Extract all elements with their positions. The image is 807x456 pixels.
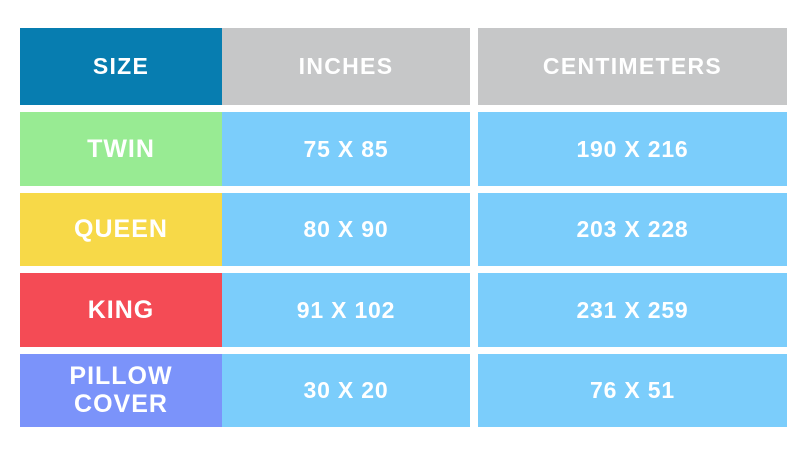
row-queen-centimeters: 203 X 228 xyxy=(478,192,787,266)
row-queen-inches: 80 X 90 xyxy=(222,192,470,266)
row-pillow-cover-centimeters: 76 X 51 xyxy=(478,353,787,427)
row-king-inches: 91 X 102 xyxy=(222,273,470,347)
table-row: QUEEN 80 X 90 203 X 228 xyxy=(20,192,787,266)
row-twin-centimeters: 190 X 216 xyxy=(478,112,787,186)
size-chart-table: SIZE INCHES CENTIMETERS TWIN 75 X 85 190… xyxy=(20,28,787,427)
table-header-row: SIZE INCHES CENTIMETERS xyxy=(20,28,787,105)
table-row: KING 91 X 102 231 X 259 xyxy=(20,273,787,347)
column-header-centimeters: CENTIMETERS xyxy=(478,28,787,105)
row-pillow-cover-inches: 30 X 20 xyxy=(222,353,470,427)
row-twin-inches: 75 X 85 xyxy=(222,112,470,186)
row-king-centimeters: 231 X 259 xyxy=(478,273,787,347)
table-row: TWIN 75 X 85 190 X 216 xyxy=(20,112,787,186)
row-label-queen: QUEEN xyxy=(20,192,222,266)
row-label-twin: TWIN xyxy=(20,112,222,186)
row-label-king: KING xyxy=(20,273,222,347)
column-header-inches: INCHES xyxy=(222,28,470,105)
table-row: PILLOW COVER 30 X 20 76 X 51 xyxy=(20,353,787,427)
row-label-pillow-cover: PILLOW COVER xyxy=(20,353,222,427)
column-header-size: SIZE xyxy=(20,28,222,105)
